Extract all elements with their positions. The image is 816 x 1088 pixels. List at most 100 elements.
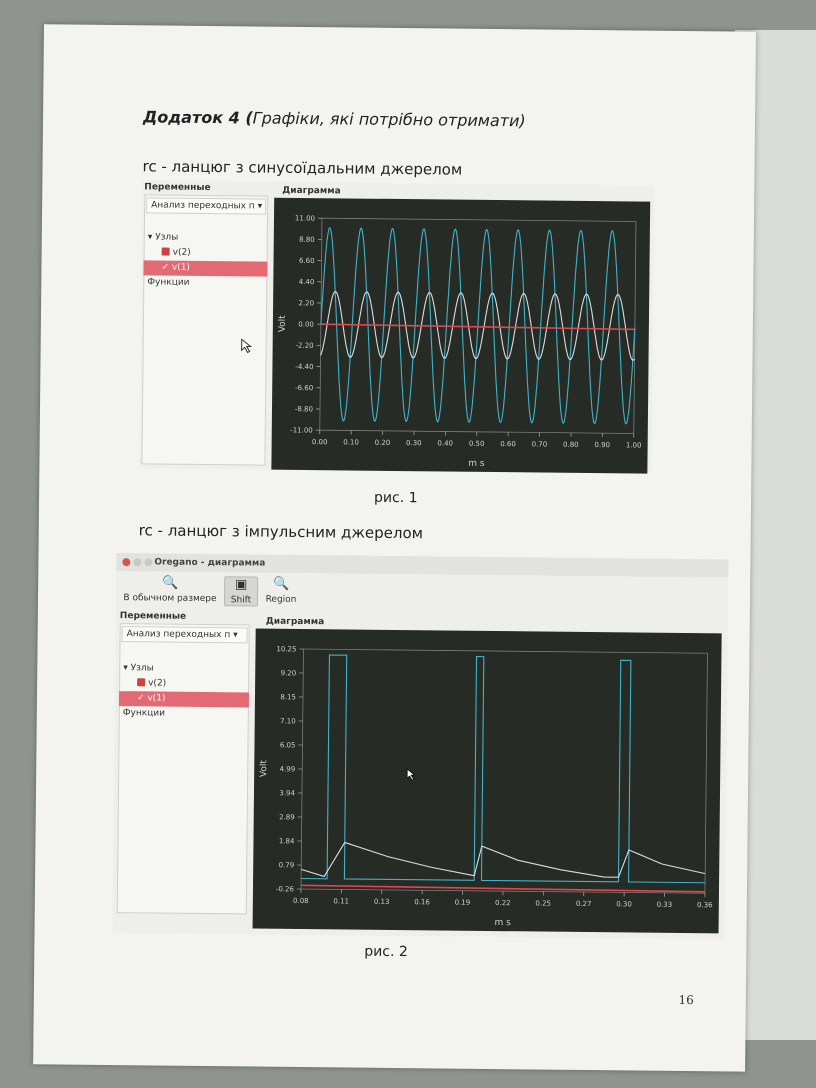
close-icon[interactable] [122, 558, 131, 567]
series-line-1 [301, 841, 706, 878]
x-tick-label: 0.25 [535, 899, 551, 907]
y-tick-label: -11.00 [290, 426, 313, 434]
variables-panel-title: Переменные [144, 182, 211, 194]
section1-title: rc - ланцюг з синусоїдальним джерелом [142, 157, 463, 179]
checkmark-icon[interactable]: ✓ [136, 693, 148, 704]
region-button[interactable]: 🔍 Region [262, 577, 300, 605]
appendix-heading: Додаток 4 (Графіки, які потрібно отримат… [143, 107, 526, 130]
chevron-down-icon: ▾ [233, 630, 238, 641]
analysis-dropdown[interactable]: Анализ переходных п ▾ [146, 197, 267, 215]
y-tick-label: -6.60 [295, 384, 313, 392]
tree-root-label: Узлы [130, 663, 154, 674]
series-line-2 [320, 323, 635, 331]
diagram-panel-title: Диаграмма [265, 616, 325, 628]
y-tick-label: 1.84 [279, 837, 295, 845]
checkbox-icon[interactable] [137, 678, 146, 687]
tree-item-v2[interactable]: v(2) [144, 245, 268, 261]
plot-area-fig1[interactable]: 0.00 0.10 0.20 0.30 0.40 0.50 0.60 0.70 0.80 0.90… [271, 197, 651, 474]
appendix-heading-italic: Графіки, які потрібно отримати) [252, 108, 526, 131]
mouse-cursor-icon [406, 768, 416, 781]
nodes-tree: ▾ Узлы v(2) ✓ v(1) Функции [143, 230, 268, 291]
functions-label: Функции [147, 277, 190, 288]
page-number: 16 [678, 992, 694, 1008]
x-tick-label: 0.50 [469, 440, 485, 448]
tree-root-nodes[interactable]: ▾ Узлы [119, 661, 249, 677]
tree-item-label: v(1) [147, 693, 166, 704]
x-tick-label: 0.10 [343, 438, 359, 446]
checkbox-icon[interactable] [161, 247, 170, 256]
x-tick-label: 0.27 [576, 900, 592, 908]
checkmark-icon[interactable]: ✓ [161, 262, 172, 273]
y-tick-label: 7.10 [280, 717, 296, 725]
tree-item-v2[interactable]: v(2) [119, 676, 249, 692]
series-line-1 [320, 290, 636, 361]
y-tick-label: 0.00 [298, 320, 314, 328]
x-tick-label: 0.11 [333, 897, 349, 905]
x-axis-label: m s [494, 918, 511, 928]
analysis-dropdown-value: Анализ переходных п [151, 200, 255, 212]
tree-functions[interactable]: Функции [119, 706, 249, 722]
figure2-screenshot: Oregano - диаграмма 🔍 В обычном размере … [112, 553, 729, 940]
series-line-2 [301, 884, 705, 893]
plot-frame [300, 648, 708, 894]
minimize-icon[interactable] [133, 558, 142, 567]
maximize-icon[interactable] [144, 558, 153, 567]
y-axis-label: Volt [259, 760, 269, 778]
zoom-region-icon: 🔍 [273, 576, 290, 592]
caption-figure2: рис. 2 [364, 943, 408, 961]
x-tick-label: 0.33 [657, 901, 673, 909]
section2-title: rc - ланцюг з імпульсним джерелом [138, 521, 424, 543]
y-axis-label: Volt [278, 315, 288, 333]
x-tick-label: 0.00 [312, 438, 328, 446]
diagram-panel-title: Диаграмма [282, 185, 341, 197]
plot-area-fig2[interactable]: 0.08 0.11 0.13 0.16 0.19 0.22 0.25 0.27 0.30 0.33… [252, 628, 722, 934]
appendix-heading-bold: Додаток 4 ( [142, 107, 253, 128]
x-tick-label: 0.13 [374, 898, 390, 906]
tree-item-label: v(1) [171, 262, 191, 273]
x-tick-label: 0.80 [563, 441, 579, 449]
document-page: Додаток 4 (Графіки, які потрібно отримат… [33, 24, 756, 1072]
tree-item-v1[interactable]: ✓ v(1) [118, 691, 250, 708]
tree-item-label: v(2) [172, 247, 191, 258]
y-tick-label: -4.40 [295, 363, 313, 371]
figure1-screenshot: Переменные Анализ переходных п ▾ ▾ Узлы … [139, 180, 655, 474]
y-tick-label: 4.99 [280, 765, 296, 773]
chart-fig2: 0.08 0.11 0.13 0.16 0.19 0.22 0.25 0.27 0.30 0.33… [259, 645, 713, 928]
tree-functions[interactable]: Функции [143, 275, 267, 291]
x-tick-label: 0.16 [414, 898, 430, 906]
y-tick-label: 10.25 [276, 645, 296, 653]
series-line-0 [301, 654, 706, 884]
window-title: Oregano - диаграмма [154, 557, 266, 569]
caption-figure1: рис. 1 [373, 489, 418, 507]
y-tick-label: -8.80 [295, 405, 313, 413]
y-tick-label: 11.00 [295, 214, 315, 222]
normal-size-label: В обычном размере [123, 593, 217, 605]
y-tick-label: -2.20 [296, 342, 314, 350]
shift-icon: ▣ [234, 577, 248, 593]
y-tick-label: 6.60 [299, 257, 315, 265]
y-tick-label: 2.20 [298, 299, 314, 307]
x-tick-label: 0.90 [594, 441, 610, 449]
chart-fig1: 0.00 0.10 0.20 0.30 0.40 0.50 0.60 0.70 0.80 0.90… [278, 214, 642, 469]
shift-button[interactable]: ▣ Shift [223, 576, 259, 607]
x-tick-label: 0.70 [532, 440, 548, 448]
tree-item-v1[interactable]: ✓ v(1) [143, 260, 268, 277]
variables-panel-title: Переменные [119, 611, 187, 622]
y-tick-label: 9.20 [281, 669, 297, 677]
series-line-0 [320, 227, 636, 425]
zoom-normal-icon: 🔍 [162, 575, 179, 591]
analysis-dropdown[interactable]: Анализ переходных п ▾ [121, 626, 248, 644]
x-tick-label: 0.20 [375, 439, 391, 447]
tree-root-label: Узлы [155, 232, 179, 243]
y-tick-label: 2.89 [279, 813, 295, 821]
x-tick-label: 0.60 [500, 440, 516, 448]
window-titlebar: Oregano - диаграмма [116, 553, 729, 578]
x-tick-label: 0.40 [437, 439, 453, 447]
y-tick-label: 6.05 [280, 741, 296, 749]
normal-size-button[interactable]: 🔍 В обычном размере [120, 575, 220, 605]
mouse-cursor-icon [241, 338, 253, 354]
y-tick-label: 8.15 [280, 693, 296, 701]
y-tick-label: 0.79 [279, 861, 295, 869]
x-tick-label: 0.30 [406, 439, 422, 447]
tree-root-nodes[interactable]: ▾ Узлы [144, 230, 268, 246]
